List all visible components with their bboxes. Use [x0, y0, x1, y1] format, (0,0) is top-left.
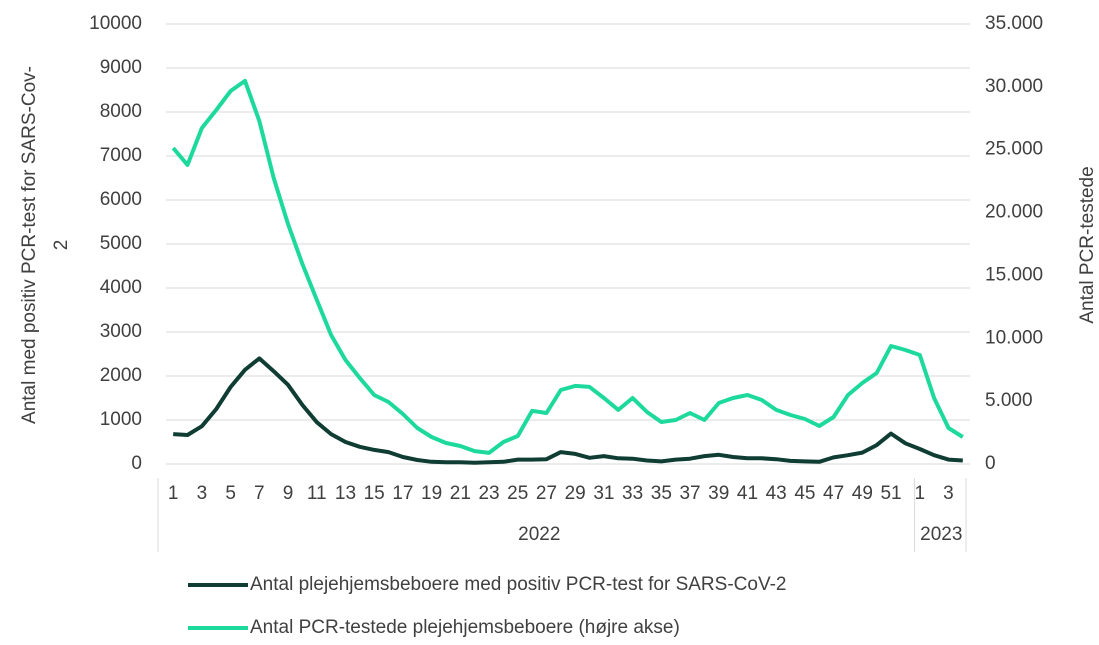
y2-tick-label: 5.000	[985, 390, 1033, 411]
y-tick-label: 4000	[100, 277, 142, 298]
y2-tick-label: 15.000	[985, 264, 1043, 285]
series-line	[173, 356, 963, 465]
y-axis-title: Antal med positiv PCR-test for SARS-Cov-…	[19, 66, 72, 424]
x-tick-label: 1	[168, 483, 179, 504]
x-tick-label: 23	[478, 483, 499, 504]
y-axis-title-line: 2	[51, 240, 72, 251]
x-tick-label: 15	[364, 483, 385, 504]
y-tick-label: 0	[131, 453, 142, 474]
y-tick-label: 10000	[89, 13, 142, 34]
x-tick-label: 11	[307, 483, 327, 504]
y2-tick-label: 30.000	[985, 76, 1043, 97]
x-tick-label: 31	[593, 483, 614, 504]
x-tick-label: 13	[335, 483, 356, 504]
y-tick-label: 6000	[100, 189, 142, 210]
y2-tick-label: 25.000	[985, 139, 1043, 160]
x-tick-label: 39	[708, 483, 729, 504]
y-tick-label: 7000	[100, 145, 142, 166]
x-tick-label: 45	[794, 483, 815, 504]
y-axis-title-line: Antal med positiv PCR-test for SARS-Cov-	[19, 66, 40, 424]
x-tick-label: 41	[737, 483, 758, 504]
y2-tick-label: 0	[985, 453, 996, 474]
x-tick-label: 27	[536, 483, 557, 504]
legend-label: Antal plejehjemsbeboere med positiv PCR-…	[250, 574, 786, 595]
y-tick-label: 5000	[100, 233, 142, 254]
x-tick-label: 51	[880, 483, 901, 504]
x-tick-label: 25	[507, 483, 528, 504]
y2-axis-title: Antal PCR-testede	[1077, 166, 1098, 323]
x-group-label: 2022	[518, 524, 560, 545]
x-tick-label: 47	[823, 483, 844, 504]
y-tick-label: 8000	[100, 101, 142, 122]
y-tick-label: 9000	[100, 57, 142, 78]
y2-tick-label: 10.000	[985, 327, 1043, 348]
x-tick-label: 1	[914, 483, 925, 504]
series-line	[171, 78, 964, 455]
x-tick-label: 3	[943, 483, 954, 504]
x-tick-label: 43	[766, 483, 787, 504]
x-group-label: 2023	[920, 524, 962, 545]
y-tick-label: 3000	[100, 321, 142, 342]
x-tick-label: 9	[283, 483, 294, 504]
y2-tick-label: 20.000	[985, 202, 1043, 223]
x-tick-label: 17	[392, 483, 413, 504]
x-tick-label: 33	[622, 483, 643, 504]
legend-label: Antal PCR-testede plejehjemsbeboere (høj…	[250, 617, 680, 638]
x-tick-label: 5	[225, 483, 236, 504]
x-tick-label: 35	[651, 483, 672, 504]
y-tick-label: 1000	[100, 409, 142, 430]
x-tick-label: 37	[679, 483, 700, 504]
x-tick-label: 3	[197, 483, 208, 504]
x-tick-label: 19	[421, 483, 442, 504]
x-tick-label: 21	[450, 483, 471, 504]
x-tick-label: 7	[254, 483, 265, 504]
x-tick-label: 49	[852, 483, 873, 504]
x-tick-label: 29	[565, 483, 586, 504]
y-tick-label: 2000	[100, 365, 142, 386]
y2-tick-label: 35.000	[985, 13, 1043, 34]
